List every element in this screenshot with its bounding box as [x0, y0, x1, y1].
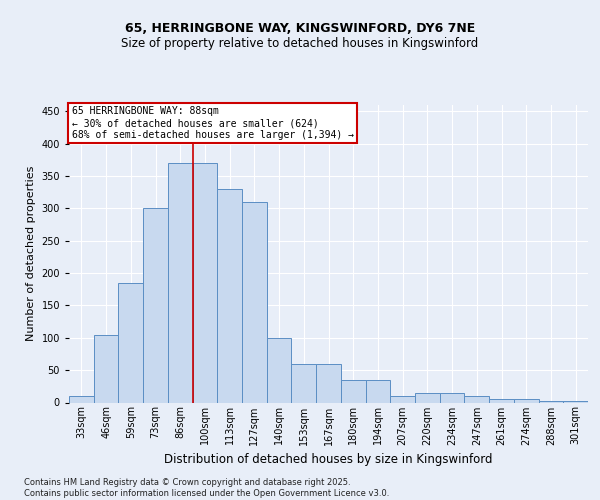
Bar: [69, 396, 94, 402]
Bar: [341, 380, 365, 402]
Bar: [316, 364, 341, 403]
Text: Size of property relative to detached houses in Kingswinford: Size of property relative to detached ho…: [121, 38, 479, 51]
Bar: [464, 396, 489, 402]
Y-axis label: Number of detached properties: Number of detached properties: [26, 166, 36, 342]
Bar: [267, 338, 292, 402]
Bar: [94, 334, 118, 402]
Bar: [440, 393, 464, 402]
Text: 65, HERRINGBONE WAY, KINGSWINFORD, DY6 7NE: 65, HERRINGBONE WAY, KINGSWINFORD, DY6 7…: [125, 22, 475, 36]
Bar: [143, 208, 168, 402]
Bar: [193, 163, 217, 402]
Bar: [390, 396, 415, 402]
Bar: [514, 400, 539, 402]
X-axis label: Distribution of detached houses by size in Kingswinford: Distribution of detached houses by size …: [164, 453, 493, 466]
Bar: [242, 202, 267, 402]
Bar: [415, 393, 440, 402]
Bar: [489, 400, 514, 402]
Bar: [118, 283, 143, 403]
Bar: [217, 189, 242, 402]
Text: 65 HERRINGBONE WAY: 88sqm
← 30% of detached houses are smaller (624)
68% of semi: 65 HERRINGBONE WAY: 88sqm ← 30% of detac…: [71, 106, 353, 140]
Text: Contains HM Land Registry data © Crown copyright and database right 2025.
Contai: Contains HM Land Registry data © Crown c…: [24, 478, 389, 498]
Bar: [292, 364, 316, 403]
Bar: [168, 163, 193, 402]
Bar: [539, 400, 563, 402]
Bar: [365, 380, 390, 402]
Bar: [563, 400, 588, 402]
